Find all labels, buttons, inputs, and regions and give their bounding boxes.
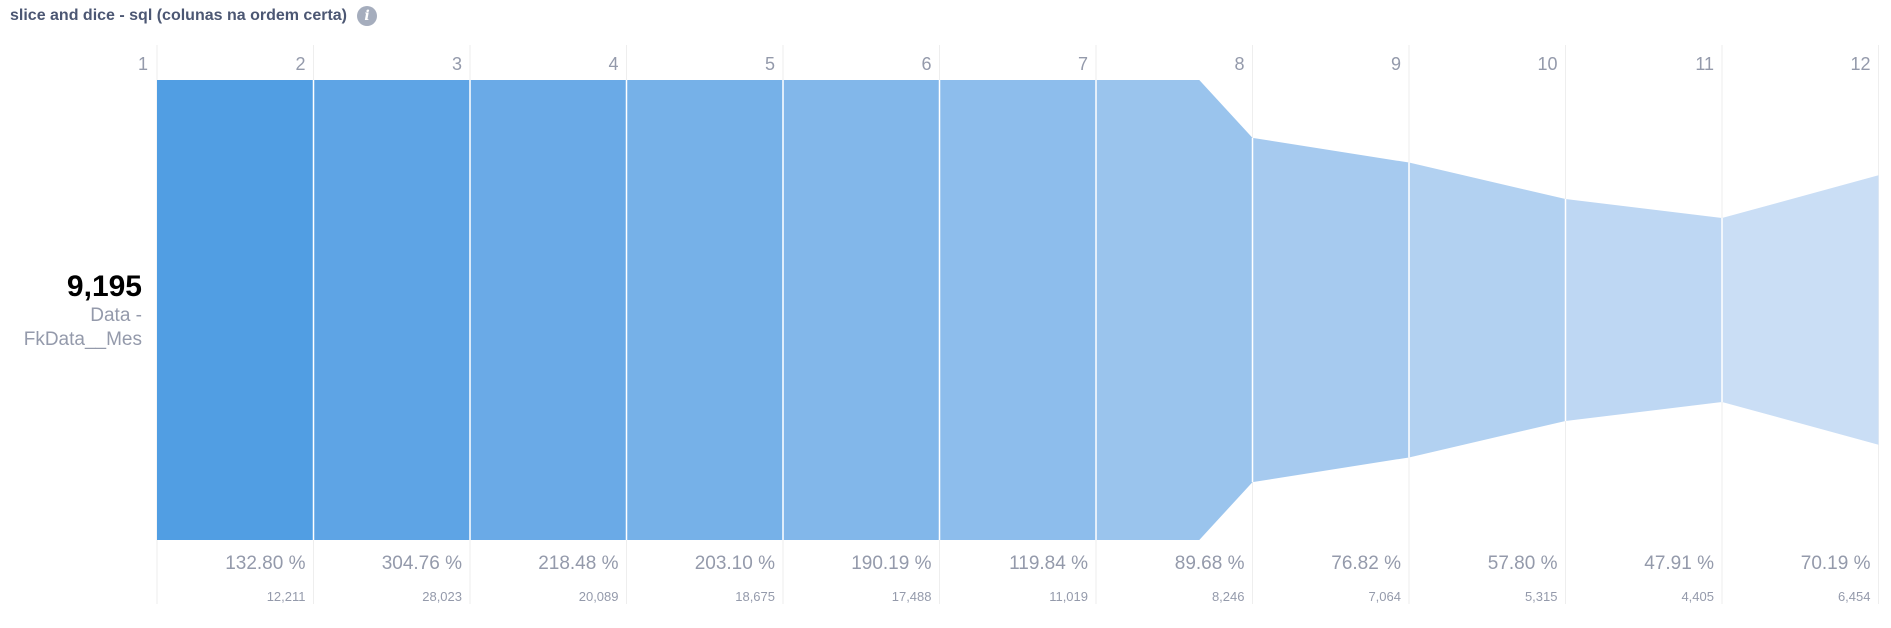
percent-label: 89.68 % bbox=[1175, 553, 1245, 574]
percent-label: 47.91 % bbox=[1644, 553, 1714, 574]
funnel-segment-6[interactable] bbox=[783, 80, 940, 540]
count-label: 20,089 bbox=[579, 589, 619, 604]
funnel-segment-4[interactable] bbox=[470, 80, 627, 540]
step-label: 5 bbox=[765, 54, 775, 74]
percent-label: 203.10 % bbox=[695, 553, 775, 574]
funnel-segment-7[interactable] bbox=[939, 80, 1097, 540]
step-label: 10 bbox=[1537, 54, 1557, 74]
count-label: 5,315 bbox=[1525, 589, 1558, 604]
chart-title[interactable]: slice and dice - sql (colunas na ordem c… bbox=[10, 7, 347, 24]
step-label: 8 bbox=[1234, 54, 1244, 74]
percent-label: 304.76 % bbox=[382, 553, 462, 574]
step-label: 1 bbox=[138, 54, 148, 74]
count-label: 12,211 bbox=[267, 589, 306, 604]
count-label: 28,023 bbox=[422, 589, 462, 604]
step-label: 12 bbox=[1850, 54, 1870, 74]
funnel-segment-3[interactable] bbox=[313, 80, 471, 540]
percent-label: 119.84 % bbox=[1009, 553, 1088, 574]
step-label: 9 bbox=[1391, 54, 1401, 74]
count-label: 18,675 bbox=[735, 589, 775, 604]
count-label: 8,246 bbox=[1212, 589, 1245, 604]
step-label: 11 bbox=[1695, 54, 1714, 74]
percent-label: 218.48 % bbox=[538, 553, 618, 574]
count-label: 6,454 bbox=[1838, 589, 1871, 604]
count-label: 17,488 bbox=[892, 589, 932, 604]
first-step-summary: 9,195 Data - FkData__Mes bbox=[24, 270, 142, 352]
funnel-segment-8[interactable] bbox=[1096, 80, 1253, 540]
percent-label: 76.82 % bbox=[1331, 553, 1401, 574]
info-icon[interactable]: i bbox=[357, 6, 377, 26]
count-label: 4,405 bbox=[1681, 589, 1714, 604]
first-step-value: 9,195 bbox=[66, 270, 142, 303]
step-label: 7 bbox=[1078, 54, 1088, 74]
count-label: 11,019 bbox=[1049, 589, 1088, 604]
count-label: 7,064 bbox=[1368, 589, 1401, 604]
funnel-segment-2[interactable] bbox=[157, 80, 314, 540]
percent-label: 70.19 % bbox=[1801, 553, 1871, 574]
step-label: 6 bbox=[921, 54, 931, 74]
funnel-segment-9[interactable] bbox=[1252, 137, 1410, 483]
step-label: 4 bbox=[608, 54, 618, 74]
step-label: 3 bbox=[452, 54, 462, 74]
percent-label: 57.80 % bbox=[1488, 553, 1558, 574]
funnel-segment-5[interactable] bbox=[626, 80, 784, 540]
first-step-name-line2: FkData__Mes bbox=[23, 329, 142, 350]
step-label: 2 bbox=[295, 54, 305, 74]
first-step-name-line1: Data - bbox=[90, 305, 142, 326]
funnel-segment-12[interactable] bbox=[1722, 175, 1879, 445]
percent-label: 132.80 % bbox=[225, 553, 305, 574]
funnel-segment-11[interactable] bbox=[1565, 199, 1723, 421]
percent-label: 190.19 % bbox=[851, 553, 931, 574]
title-row: slice and dice - sql (colunas na ordem c… bbox=[10, 4, 377, 28]
funnel-segment-10[interactable] bbox=[1409, 162, 1566, 458]
